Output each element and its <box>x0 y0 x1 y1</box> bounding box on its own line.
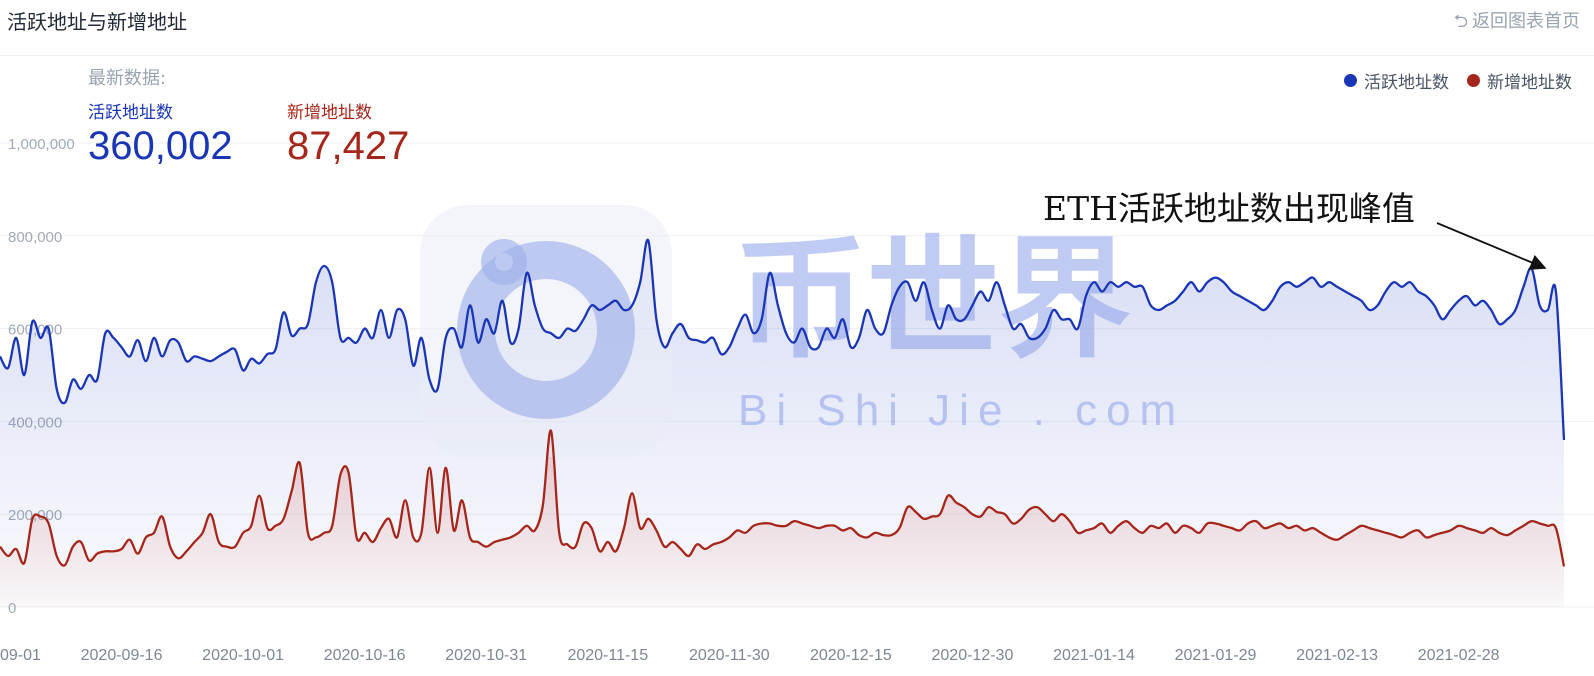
x-tick-label: 2021-02-13 <box>1296 647 1378 664</box>
series-line-new <box>0 429 1566 567</box>
latest-new-label: 新增地址数 <box>287 103 372 123</box>
watermark: 币世界 Bi Shi Jie . com <box>420 205 1185 457</box>
x-tick-label: 2021-01-29 <box>1175 647 1257 664</box>
watermark-site: Bi Shi Jie . com <box>738 386 1185 435</box>
y-tick-label: 0 <box>8 600 16 617</box>
x-tick-label: 2020-10-01 <box>202 647 284 664</box>
y-tick-label: 800,000 <box>8 229 62 246</box>
x-tick-label: 2020-10-16 <box>324 647 406 664</box>
series-area-active <box>0 239 1564 607</box>
return-arrow-icon: ⮌ <box>1453 11 1468 32</box>
peak-annotation: ETH活跃地址数出现峰值 <box>1043 189 1547 270</box>
y-tick-label: 1,000,000 <box>8 136 75 153</box>
x-tick-label: 2021-01-14 <box>1053 647 1135 664</box>
series-line-active <box>0 238 1566 441</box>
latest-new-stat: 新增地址数 87,427 <box>287 98 409 169</box>
latest-active-label: 活跃地址数 <box>88 103 173 123</box>
back-to-charts-link[interactable]: ⮌ 返回图表首页 <box>1454 7 1580 39</box>
latest-active-stat: 活跃地址数 360,002 <box>88 98 233 169</box>
legend-item-new[interactable]: 新增地址数 <box>1467 68 1572 93</box>
x-tick-label: 2021-02-28 <box>1418 647 1500 664</box>
chart-header: 活跃地址与新增地址 ⮌ 返回图表首页 <box>0 0 1594 56</box>
chart-legend: 活跃地址数 新增地址数 <box>1344 68 1572 93</box>
watermark-logo-dot <box>481 239 527 285</box>
back-link-label: 返回图表首页 <box>1472 11 1580 32</box>
legend-active-dot <box>1344 74 1357 87</box>
x-axis-ticks: 2020-09-01 2020-09-16 2020-10-01 2020-10-16… <box>0 647 1500 664</box>
x-tick-label: 2020-12-15 <box>810 647 892 664</box>
peak-annotation-arrow <box>1436 222 1547 270</box>
x-tick-label: 2020-11-30 <box>689 647 770 664</box>
latest-active-value: 360,002 <box>88 124 233 168</box>
x-tick-label: 2020-12-30 <box>932 647 1014 664</box>
series-areas <box>0 239 1564 607</box>
legend-new-dot <box>1467 74 1480 87</box>
x-tick-label: 2020-09-16 <box>81 647 163 664</box>
series-area-new <box>0 430 1564 607</box>
peak-annotation-text: ETH活跃地址数出现峰值 <box>1043 189 1415 228</box>
watermark-brand: 币世界 <box>735 223 1131 377</box>
legend-new-label: 新增地址数 <box>1487 73 1572 93</box>
latest-data-label: 最新数据: <box>88 68 167 89</box>
chart-title: 活跃地址与新增地址 <box>7 10 187 34</box>
latest-new-value: 87,427 <box>287 124 410 168</box>
series-lines <box>0 238 1566 567</box>
x-tick-label: 2020-09-01 <box>0 647 41 664</box>
legend-item-active[interactable]: 活跃地址数 <box>1344 68 1449 93</box>
x-tick-label: 2020-11-15 <box>567 647 648 664</box>
x-tick-label: 2020-10-31 <box>445 647 527 664</box>
legend-active-label: 活跃地址数 <box>1364 73 1449 93</box>
